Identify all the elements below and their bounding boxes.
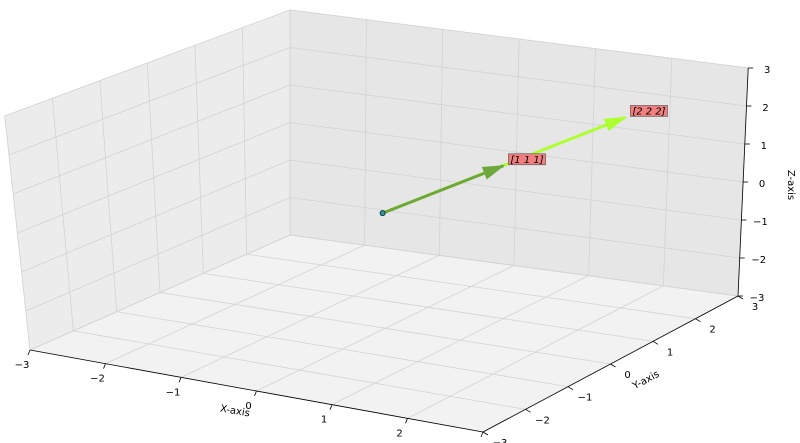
grid-line: [21, 159, 291, 273]
arrow-head: [603, 116, 627, 132]
label-box: [508, 153, 546, 166]
grid-line: [289, 47, 747, 107]
grid-line: [8, 47, 291, 156]
grid-line: [13, 84, 291, 195]
grid-line: [159, 292, 611, 365]
y-tick-mark: [567, 386, 574, 391]
x-tick-mark: [27, 349, 31, 356]
grid-line: [289, 197, 740, 259]
y-axis-line: [482, 295, 739, 433]
z-tick-label: 1: [761, 141, 767, 152]
y-tick-label: 3: [752, 302, 758, 313]
y-tick-mark: [610, 363, 616, 368]
z-tick-label: 2: [762, 103, 768, 114]
x-tick-mark: [103, 363, 106, 369]
y-tick-label: −3: [493, 438, 508, 443]
x-tick-label: −2: [90, 374, 105, 385]
grid-line: [289, 9, 749, 69]
z-tick-label: −2: [751, 255, 766, 266]
grid-line: [289, 234, 739, 297]
y-tick-mark: [737, 295, 744, 300]
grid-line: [289, 122, 744, 183]
y-tick-mark: [482, 431, 489, 436]
z-tick-label: −3: [750, 293, 765, 304]
y-tick-label: −1: [578, 393, 593, 404]
grid-line: [29, 234, 291, 351]
x-tick-label: 0: [245, 401, 251, 412]
grid-line: [25, 197, 291, 312]
x-axis-line: [29, 349, 484, 433]
x-tick-mark: [254, 390, 257, 397]
z-tick-label: 0: [759, 179, 765, 190]
grid-line: [246, 253, 696, 320]
z-axis-line: [737, 67, 749, 297]
z-axis-label: Z-axis: [785, 170, 796, 200]
label-box: [630, 105, 668, 117]
z-tick-label: −1: [753, 217, 768, 228]
x-axis-label: X-axis: [219, 403, 250, 419]
y-tick-label: 2: [709, 325, 715, 336]
grid-line: [289, 159, 742, 221]
vector-label: [1 1 1]: [510, 155, 543, 166]
x-tick-mark: [480, 431, 484, 438]
grid-line: [73, 330, 526, 410]
grid-line: [203, 272, 654, 342]
x-tick-mark: [178, 377, 182, 383]
y-axis-label: Y-axis: [630, 369, 661, 393]
vector-label: [2 2 2]: [632, 106, 665, 117]
y-tick-label: −2: [535, 415, 550, 426]
grid-line: [4, 9, 291, 117]
grid-line: [289, 84, 745, 145]
x-tick-label: 1: [321, 415, 327, 426]
arrow-head: [481, 165, 505, 180]
x-tick-label: −3: [15, 360, 30, 371]
z-tick-label: 3: [764, 65, 770, 76]
y-tick-label: 1: [667, 347, 673, 358]
y-tick-label: 0: [624, 370, 630, 381]
origin-point: [379, 210, 386, 217]
y-tick-mark: [525, 408, 531, 413]
arrow-shaft: [382, 164, 504, 215]
grid-line: [17, 122, 291, 234]
x-tick-label: −1: [166, 387, 181, 398]
grid-line: [116, 311, 569, 388]
x-tick-mark: [405, 418, 408, 424]
y-tick-mark: [695, 318, 701, 323]
x-tick-mark: [329, 404, 333, 410]
y-tick-mark: [652, 340, 659, 345]
x-tick-label: 2: [396, 428, 402, 439]
